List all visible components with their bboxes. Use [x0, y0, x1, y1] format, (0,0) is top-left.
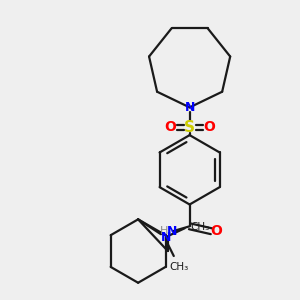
Text: H: H [160, 226, 168, 236]
Text: O: O [164, 120, 176, 134]
Text: CH₃: CH₃ [190, 222, 209, 232]
Text: O: O [203, 120, 215, 134]
Text: CH₃: CH₃ [169, 262, 188, 272]
Text: N: N [161, 231, 171, 244]
Text: O: O [210, 224, 222, 238]
Text: N: N [184, 101, 195, 114]
Text: S: S [184, 120, 195, 135]
Text: N: N [167, 225, 177, 238]
